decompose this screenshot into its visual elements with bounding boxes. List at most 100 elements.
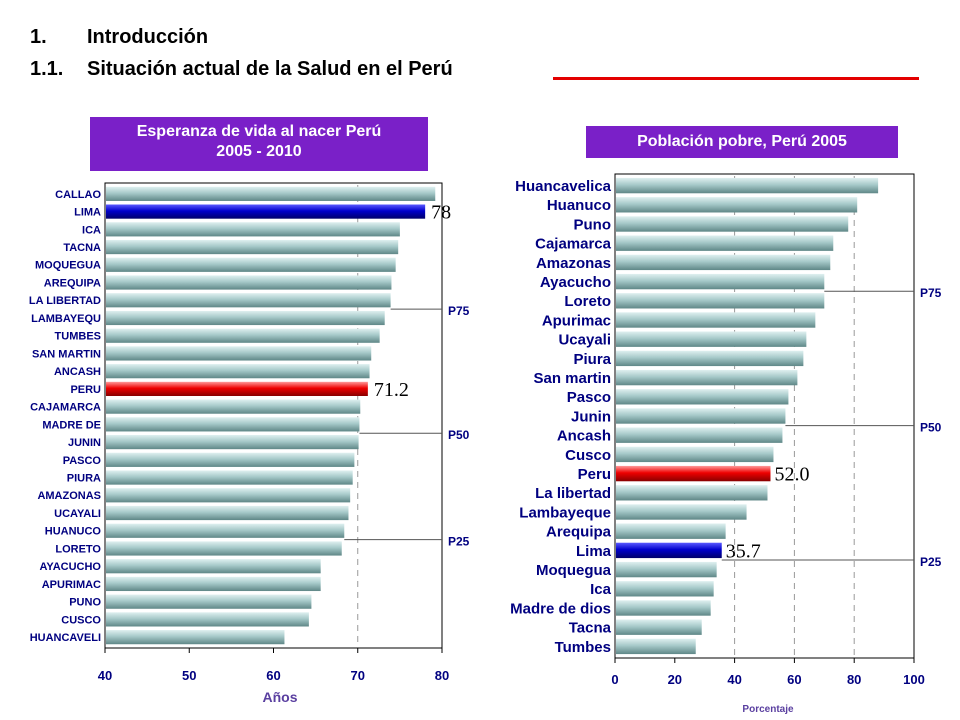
- category-label: Ancash: [557, 428, 611, 445]
- category-label: TUMBES: [55, 331, 101, 343]
- bar-san-martin: [106, 346, 372, 361]
- category-label: Ayacucho: [540, 274, 611, 291]
- x-tick-label: 40: [98, 668, 112, 683]
- x-tick-label: 70: [351, 668, 365, 683]
- bar-ucayali: [616, 331, 807, 347]
- category-label: Tacna: [569, 620, 612, 637]
- heading-text: Situación actual de la Salud en el Perú: [87, 58, 453, 80]
- bar-ucayali: [106, 505, 349, 521]
- percentile-label: P50: [920, 421, 942, 435]
- x-tick-label: 50: [182, 668, 196, 683]
- bar-huancaveli: [106, 630, 285, 645]
- category-label: Lambayeque: [519, 504, 611, 521]
- category-label: Amazonas: [536, 255, 611, 272]
- life-expectancy-title-box: Esperanza de vida al nacer Perú 2005 - 2…: [90, 117, 428, 171]
- category-label: Ucayali: [558, 332, 611, 349]
- percentile-label: P75: [448, 304, 470, 318]
- bar-junin: [616, 408, 786, 424]
- category-label: SAN MARTIN: [32, 348, 101, 360]
- life-expectancy-chart: CALLAO LIMA 78 ICA TACNA MOQUEGUA AREQUIPA LA L…: [29, 182, 470, 705]
- x-axis-label: Porcentaje: [742, 704, 794, 715]
- category-label: Piura: [573, 351, 611, 368]
- bar-ica: [106, 222, 400, 237]
- bar-arequipa: [616, 523, 726, 539]
- category-label: PERU: [70, 384, 101, 396]
- category-label: Arequipa: [546, 524, 612, 541]
- bar-pasco: [616, 389, 789, 405]
- category-label: MADRE DE: [42, 419, 101, 431]
- category-label: Puno: [574, 216, 612, 233]
- category-label: CUSCO: [61, 614, 101, 626]
- bar-madre-de-dios: [616, 600, 711, 616]
- bar-lima: [616, 542, 722, 559]
- heading-text: Introducción: [87, 26, 209, 48]
- category-label: AMAZONAS: [37, 490, 101, 502]
- heading-situacion-actual: 1.1. Situación actual de la Salud en el P…: [30, 58, 453, 81]
- heading-red-rule: [553, 77, 919, 80]
- bar-tacna: [616, 619, 702, 635]
- bar-cajamarca: [106, 399, 361, 414]
- bar-amazonas: [106, 488, 351, 503]
- bar-la-libertad: [106, 293, 391, 308]
- value-label: 35.7: [726, 540, 761, 562]
- life-expectancy-title: Esperanza de vida al nacer Perú: [136, 123, 382, 140]
- category-label: ANCASH: [54, 366, 101, 378]
- category-label: Ica: [590, 581, 612, 598]
- category-label: HUANUCO: [45, 526, 102, 538]
- category-label: LIMA: [74, 207, 101, 219]
- category-label: Apurimac: [542, 312, 611, 329]
- category-label: Tumbes: [555, 639, 611, 656]
- category-label: Cusco: [565, 447, 611, 464]
- bar-ayacucho: [616, 273, 825, 290]
- bar-lambayeque: [616, 504, 747, 520]
- category-label: CALLAO: [55, 189, 101, 201]
- bar-loreto: [106, 541, 342, 556]
- category-label: Pasco: [567, 389, 611, 406]
- bar-junin: [106, 435, 359, 450]
- category-label: Cajamarca: [535, 236, 612, 253]
- bar-la-libertad: [616, 485, 768, 501]
- category-label: Loreto: [564, 293, 611, 310]
- category-label: LA LIBERTAD: [29, 295, 101, 307]
- x-tick-label: 80: [847, 672, 861, 687]
- heading-number: 1.: [30, 26, 47, 48]
- bar-ancash: [106, 364, 370, 379]
- bar-huanuco: [106, 523, 345, 538]
- category-label: Junin: [571, 408, 611, 425]
- x-tick-label: 100: [903, 672, 925, 687]
- x-tick-label: 20: [668, 672, 682, 687]
- category-label: Lima: [576, 543, 612, 560]
- poverty-title-box: Población pobre, Perú 2005: [586, 126, 898, 158]
- bar-cajamarca: [616, 235, 834, 251]
- x-tick-label: 60: [266, 668, 280, 683]
- bar-arequipa: [106, 275, 392, 290]
- bar-peru: [616, 465, 771, 482]
- category-label: LORETO: [55, 543, 101, 555]
- category-label: TACNA: [63, 242, 101, 254]
- category-label: Peru: [578, 466, 611, 483]
- value-label: 78: [431, 202, 451, 224]
- category-label: JUNIN: [68, 437, 101, 449]
- bar-puno: [106, 594, 312, 609]
- category-label: PASCO: [63, 455, 102, 467]
- category-label: Huanuco: [547, 197, 611, 214]
- heading-number: 1.1.: [30, 58, 64, 80]
- category-label: AREQUIPA: [44, 277, 101, 289]
- percentile-label: P50: [448, 428, 470, 442]
- bar-huanuco: [616, 197, 858, 213]
- heading-introduccion: 1. Introducción: [30, 26, 208, 49]
- bar-callao: [106, 186, 436, 201]
- value-label: 52.0: [774, 464, 809, 486]
- category-label: CAJAMARCA: [30, 402, 101, 414]
- bar-puno: [616, 216, 849, 232]
- category-label: PUNO: [69, 597, 101, 609]
- bar-pasco: [106, 452, 355, 467]
- bar-apurimac: [106, 576, 321, 592]
- poverty-title: Población pobre, Perú 2005: [637, 133, 847, 150]
- bar-loreto: [616, 293, 825, 309]
- category-label: Madre de dios: [510, 600, 611, 617]
- category-label: La libertad: [535, 485, 611, 502]
- x-tick-label: 60: [787, 672, 801, 687]
- bar-apurimac: [616, 312, 816, 328]
- bar-tumbes: [616, 638, 696, 655]
